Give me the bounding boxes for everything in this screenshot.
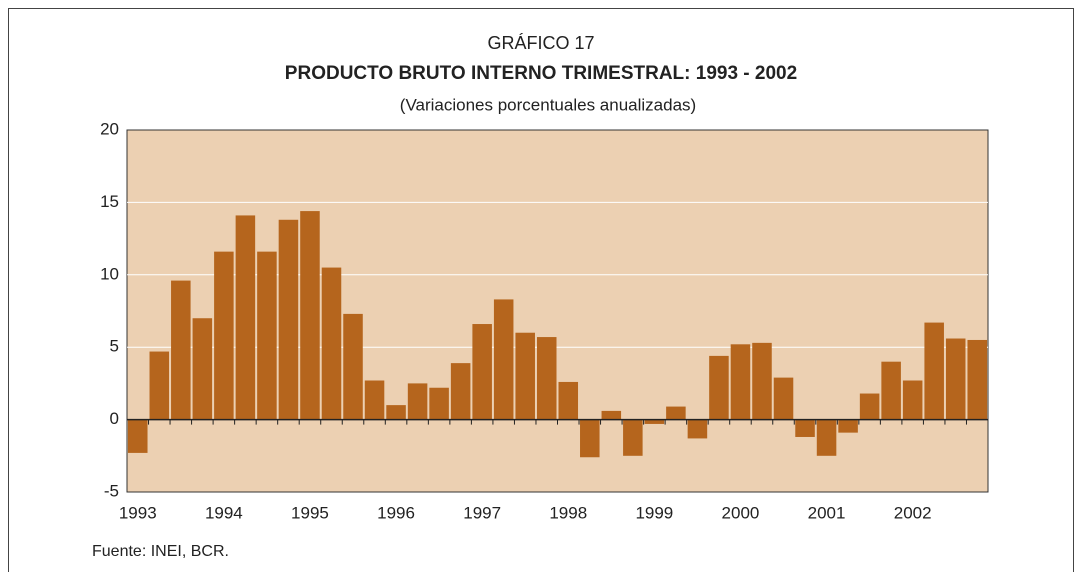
y-tick-label: 15 — [100, 192, 119, 211]
bar — [945, 338, 966, 420]
bar — [924, 322, 944, 420]
x-tick-label: 1999 — [635, 503, 673, 522]
bar — [881, 361, 901, 420]
bar — [709, 355, 729, 420]
x-tick-label: 1996 — [377, 503, 415, 522]
x-tick-label: 1994 — [205, 503, 243, 522]
bar — [623, 419, 643, 456]
chart-pretitle: GRÁFICO 17 — [487, 33, 594, 53]
y-tick-label: -5 — [104, 481, 119, 500]
bar — [343, 313, 363, 420]
y-tick-label: 5 — [110, 337, 119, 356]
y-tick-label: 20 — [100, 119, 119, 138]
x-tick-label: 1993 — [119, 503, 157, 522]
bar — [816, 419, 837, 456]
bar — [429, 387, 449, 420]
chart-title: PRODUCTO BRUTO INTERNO TRIMESTRAL: 1993 … — [285, 63, 797, 84]
bar — [687, 419, 708, 439]
x-tick-label: 2000 — [722, 503, 760, 522]
bar — [644, 419, 665, 424]
source-note: Fuente: INEI, BCR. — [92, 543, 229, 560]
bar — [838, 419, 858, 433]
bar — [450, 363, 471, 420]
x-tick-label: 1997 — [463, 503, 501, 522]
bar — [300, 211, 320, 420]
bar — [666, 406, 686, 420]
bar — [967, 339, 987, 420]
bar — [214, 251, 234, 420]
x-tick-label: 1995 — [291, 503, 329, 522]
bar — [257, 251, 277, 420]
bar — [580, 419, 600, 458]
y-tick-label: 0 — [110, 409, 119, 428]
x-tick-label: 2001 — [808, 503, 846, 522]
bar — [730, 344, 751, 420]
bar — [859, 393, 880, 420]
bar — [472, 324, 492, 420]
bar — [192, 318, 213, 420]
bar — [902, 380, 923, 420]
bar — [558, 381, 579, 420]
bar — [515, 332, 535, 420]
bar — [493, 299, 514, 420]
chart-subtitle: (Variaciones porcentuales anualizadas) — [400, 95, 696, 114]
bar — [386, 405, 406, 420]
bar — [536, 337, 557, 420]
bar — [321, 267, 342, 420]
bar — [407, 383, 428, 420]
bar — [752, 342, 772, 420]
bar — [235, 215, 256, 420]
bar — [278, 219, 299, 420]
frame — [8, 8, 1074, 572]
plot-area — [126, 129, 989, 493]
bar — [149, 351, 170, 420]
bar — [795, 419, 815, 437]
x-tick-label: 1998 — [549, 503, 587, 522]
bar — [601, 410, 622, 420]
y-tick-label: 10 — [100, 264, 119, 283]
bar — [773, 377, 794, 420]
bar — [364, 380, 385, 420]
bar — [171, 280, 191, 420]
x-tick-label: 2002 — [894, 503, 932, 522]
bar — [128, 419, 148, 453]
